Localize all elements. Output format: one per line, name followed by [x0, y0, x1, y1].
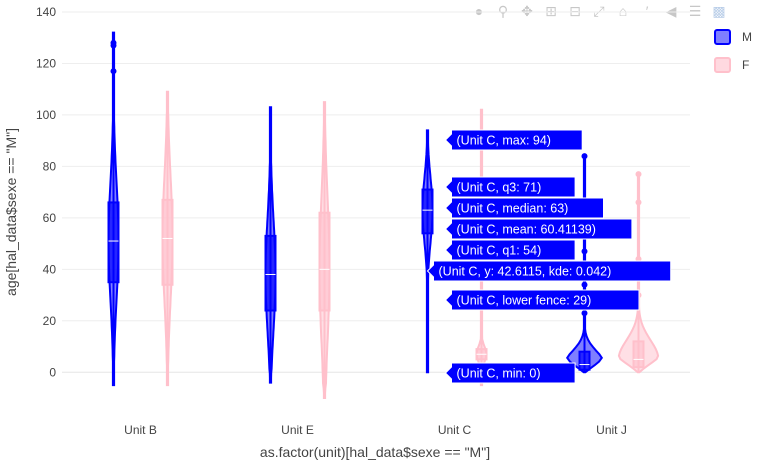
legend-label-F: F	[742, 58, 749, 72]
y-tick-label: 0	[49, 365, 56, 379]
outlier-point	[635, 199, 642, 206]
y-tick-label: 140	[36, 5, 56, 19]
y-tick-label: 100	[36, 108, 56, 122]
autoscale-icon[interactable]: ⤢	[593, 3, 605, 19]
hover-label-text: (Unit C, y: 42.6115, kde: 0.042)	[439, 265, 612, 279]
zoom-out-icon[interactable]: ⊟	[569, 3, 581, 19]
outlier-point	[581, 281, 588, 288]
violin-box	[161, 198, 174, 286]
reset-axes-icon[interactable]: ⌂	[618, 3, 628, 19]
outlier-point	[581, 153, 588, 160]
legend-swatch-F	[714, 57, 731, 73]
hover-closest-icon[interactable]: ◀	[665, 3, 677, 19]
outlier-point	[635, 171, 642, 178]
hover-label-box	[444, 289, 640, 311]
spike-lines-icon[interactable]: ′	[645, 3, 649, 19]
hover-label-text: (Unit C, min: 0)	[457, 367, 541, 381]
hover-label-box	[426, 260, 672, 282]
hover-label-text: (Unit C, median: 63)	[457, 202, 569, 216]
outlier-point	[581, 248, 588, 255]
hover-label-box	[444, 176, 576, 198]
hover-compare-icon[interactable]: ☰	[688, 3, 702, 19]
y-tick-label: 120	[36, 56, 56, 70]
hover-label-text: (Unit C, max: 94)	[457, 134, 551, 148]
outlier-point	[110, 68, 117, 75]
pan-icon[interactable]: ✥	[521, 3, 533, 19]
violin-box	[318, 211, 331, 312]
hover-label-box	[444, 362, 576, 384]
outlier-point	[581, 310, 588, 317]
hover-labels: (Unit C, max: 94) (Unit C, q3: 71) (Unit C…	[426, 129, 672, 384]
x-tick-label: Unit B	[124, 423, 157, 437]
y-tick-labels: 0 20 40 60 80 100 120 140	[36, 5, 56, 379]
x-tick-label: Unit J	[596, 423, 627, 437]
hover-label-text: (Unit C, q1: 54)	[457, 244, 542, 258]
plotly-logo-icon[interactable]: ▩	[712, 3, 726, 19]
legend[interactable]: MF	[714, 29, 752, 73]
hover-label-text: (Unit C, lower fence: 29)	[457, 294, 592, 308]
modebar: ● ⚲ ✥ ⊞ ⊟ ⤢ ⌂ ′ ◀ ☰ ▩	[470, 0, 728, 22]
violin-box	[264, 234, 277, 312]
grid-lines	[62, 11, 690, 373]
zoom-in-icon[interactable]: ⊞	[545, 3, 557, 19]
violin-box	[107, 201, 120, 284]
x-axis-title: as.factor(unit)[hal_data$sexe == "M"]	[260, 444, 490, 460]
hover-series-name: M	[571, 201, 582, 216]
y-tick-label: 20	[43, 314, 57, 328]
hover-label-text: (Unit C, q3: 71)	[457, 181, 542, 195]
y-axis-title: age[hal_data$sexe == "M"]	[3, 128, 19, 296]
y-tick-label: 80	[43, 159, 57, 173]
x-tick-label: Unit C	[438, 423, 472, 437]
outlier-point	[110, 39, 117, 46]
x-tick-labels: Unit B Unit E Unit C Unit J	[124, 423, 627, 437]
hover-label-box	[444, 239, 576, 261]
y-tick-label: 60	[43, 211, 57, 225]
legend-swatch-M	[714, 29, 731, 45]
zoom-icon[interactable]: ⚲	[497, 3, 509, 19]
violin-box	[632, 340, 645, 369]
violin-box	[578, 350, 591, 371]
y-tick-label: 40	[43, 262, 57, 276]
violin-box	[421, 188, 434, 235]
hover-label-text: (Unit C, mean: 60.41139)	[457, 223, 596, 237]
hover-label-box	[444, 197, 604, 219]
camera-icon[interactable]: ●	[474, 3, 484, 19]
hover-label-box	[444, 129, 583, 151]
x-tick-label: Unit E	[281, 423, 314, 437]
legend-label-M: M	[742, 30, 752, 44]
hover-label-box	[444, 218, 633, 240]
